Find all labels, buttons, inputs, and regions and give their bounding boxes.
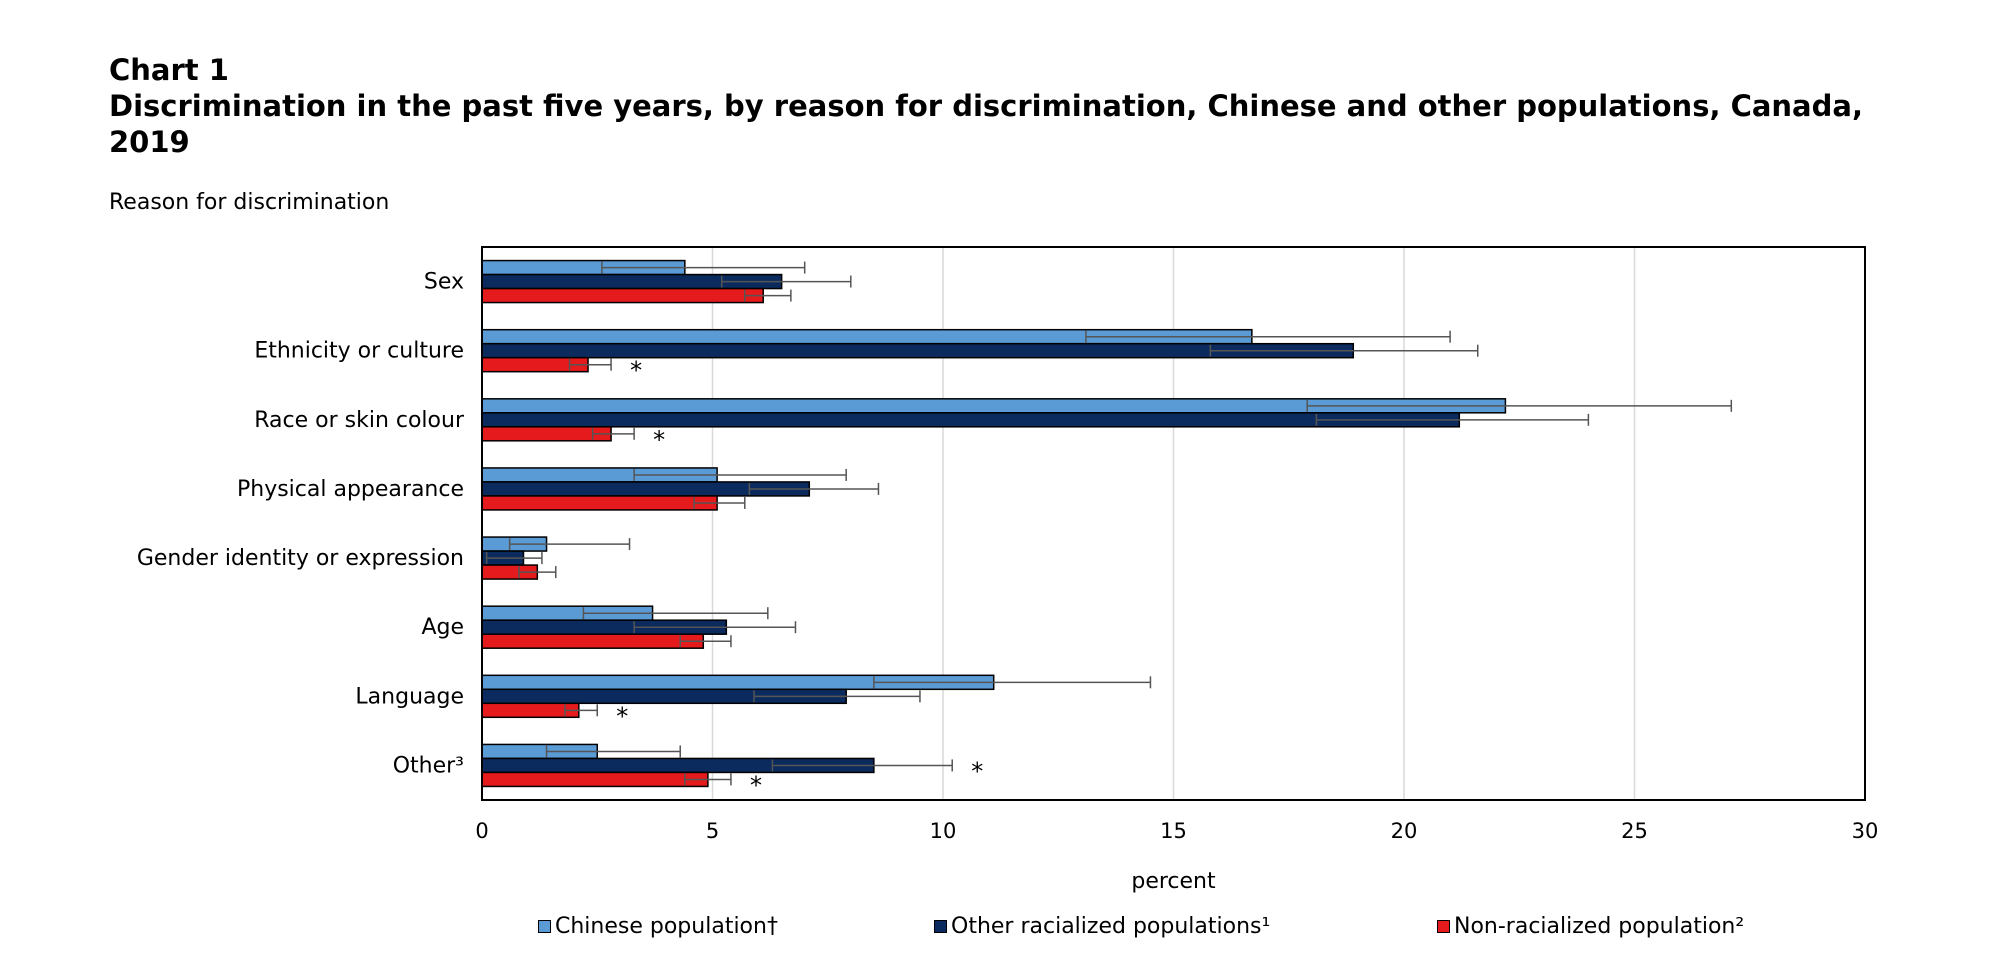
legend-label-chinese: Chinese population†: [555, 914, 778, 939]
legend-swatch-chinese: [538, 920, 551, 933]
plot-frame: [481, 246, 1866, 801]
error-bars: [485, 261, 1733, 786]
bar-sex-non-racialized-population: [481, 287, 764, 304]
bar-race-or-skin-colour-other-racialized-populations: [481, 412, 1461, 428]
category-label-other: Other³: [393, 753, 464, 778]
x-tick-label-0: 0: [475, 819, 488, 843]
bar-race-or-skin-colour-non-racialized-population: [481, 426, 612, 442]
category-label-ethnicity-or-culture: Ethnicity or culture: [254, 339, 464, 364]
bar-age-non-racialized-population: [481, 633, 705, 649]
chart-title: Discrimination in the past five years, b…: [109, 89, 1863, 159]
legend-item-non-racialized: Non-racialized population²: [1437, 914, 1744, 939]
y-axis-title: Reason for discrimination: [109, 190, 390, 215]
category-label-gender-identity-or-expression: Gender identity or expression: [137, 546, 464, 571]
category-label-age: Age: [421, 615, 464, 640]
legend-label-non-racialized: Non-racialized population²: [1454, 914, 1745, 939]
category-label-sex: Sex: [424, 270, 464, 295]
x-tick-label-30: 30: [1852, 819, 1879, 843]
chart-number: Chart 1: [109, 53, 229, 87]
category-label-race-or-skin-colour: Race or skin colour: [254, 408, 465, 433]
bar-other-non-racialized-population: [481, 771, 709, 788]
x-tick-label-5: 5: [706, 819, 719, 843]
chart-heading: Chart 1 Discrimination in the past five …: [109, 52, 1869, 160]
legend-item-chinese: Chinese population†: [538, 914, 778, 939]
significance-marker-race-or-skin-colour-non-racialized-population: *: [653, 426, 665, 454]
significance-marker-other-other-racialized-populations: *: [971, 757, 983, 785]
category-label-language: Language: [355, 684, 464, 709]
legend-swatch-other-racialized: [934, 920, 947, 933]
significance-marker-language-non-racialized-population: *: [616, 702, 628, 730]
bar-chart: 0 5 10 15 20 25 30 percent Sex Ethnicity or cultu…: [137, 246, 1879, 894]
x-tick-label-25: 25: [1621, 819, 1648, 843]
x-axis-title: percent: [1131, 869, 1216, 894]
x-tick-label-15: 15: [1160, 819, 1187, 843]
legend-item-other-racialized: Other racialized populations¹: [934, 914, 1270, 939]
legend-label-other-racialized: Other racialized populations¹: [951, 914, 1271, 939]
legend: Chinese population† Other racialized pop…: [0, 914, 2000, 948]
bars: [481, 259, 1507, 788]
legend-swatch-non-racialized: [1437, 920, 1450, 933]
x-tick-label-20: 20: [1391, 819, 1418, 843]
significance-marker-other-non-racialized-population: *: [750, 771, 762, 799]
x-tick-label-10: 10: [930, 819, 957, 843]
axis-labels: 0 5 10 15 20 25 30 percent Sex Ethnicity or cultu…: [137, 270, 1879, 894]
bar-physical-appearance-non-racialized-population: [481, 495, 718, 511]
category-label-physical-appearance: Physical appearance: [237, 477, 464, 502]
significance-marker-ethnicity-or-culture-non-racialized-population: *: [630, 357, 642, 385]
